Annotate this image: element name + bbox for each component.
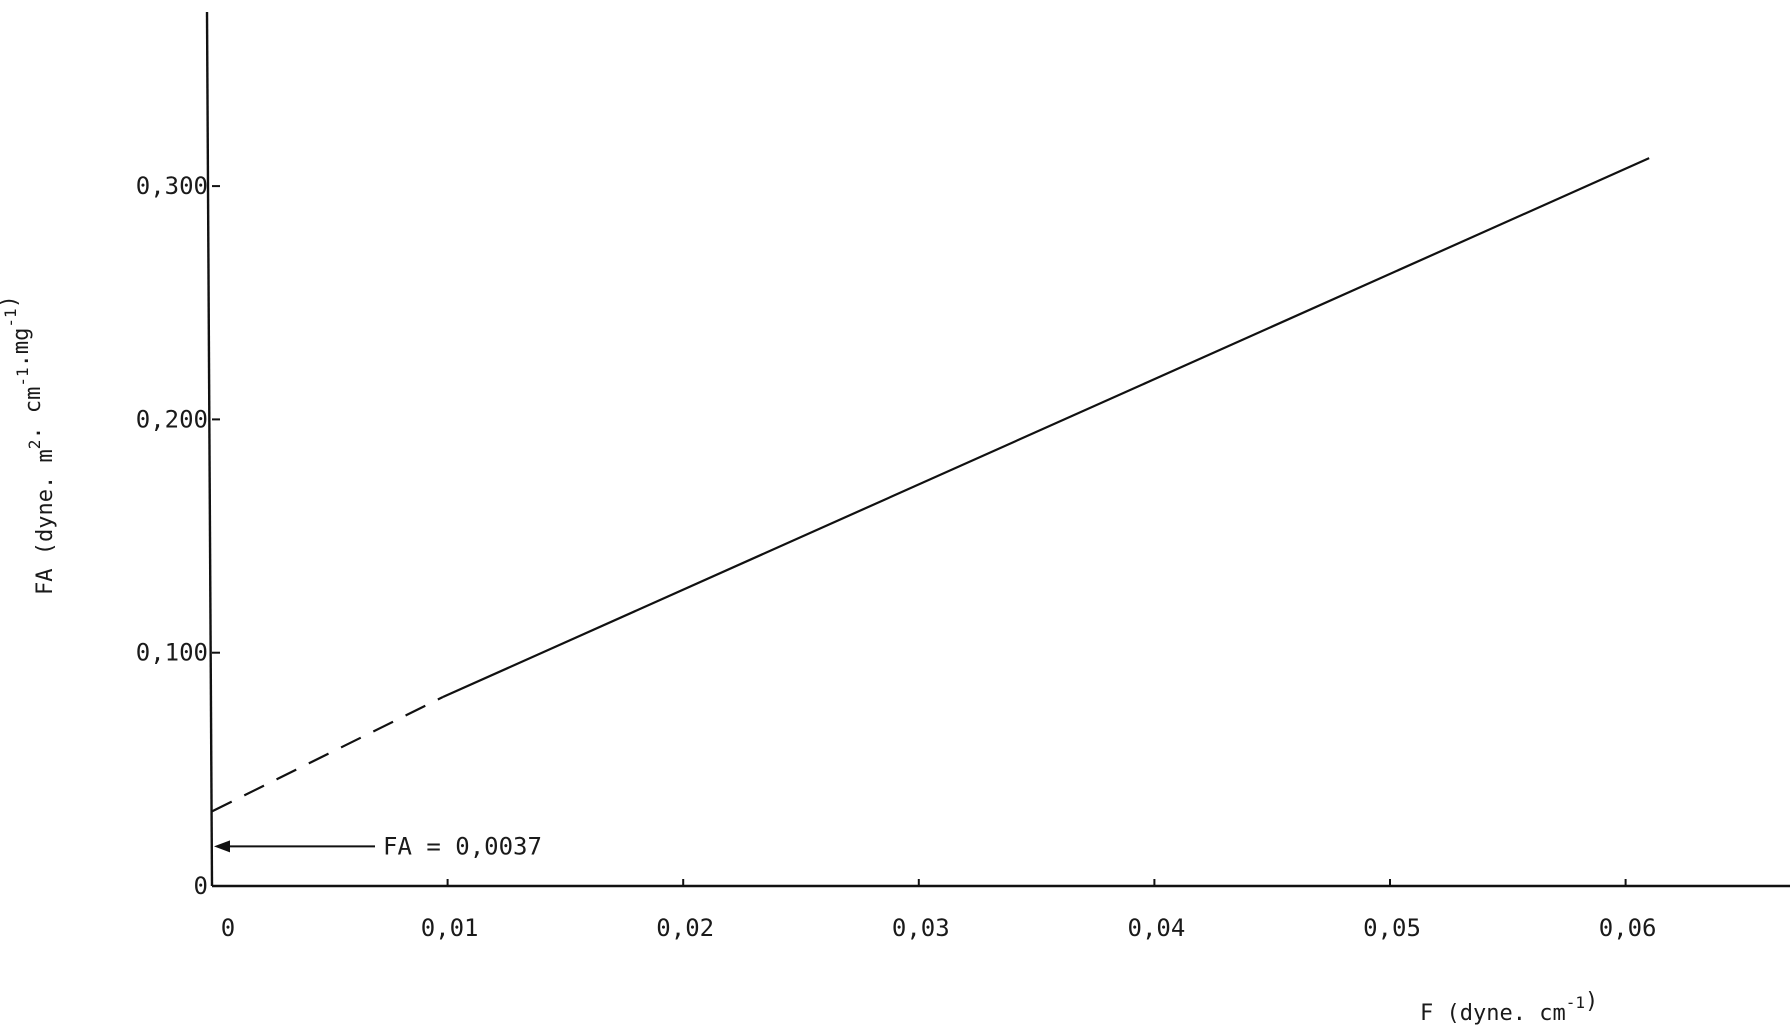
axis-title-segment: . cm [21,387,46,440]
y-tick-label: 0,200 [136,405,208,433]
x-tick-label: 0,05 [1363,914,1421,942]
axis-title-superscript: 2 [25,440,44,450]
x-tick-label: 0,03 [892,914,950,942]
y-tick-label: 0 [194,872,208,900]
axis-title-superscript: -1 [13,367,32,386]
axis-title-superscript: -1 [1566,993,1585,1012]
plot-series [211,157,1650,813]
y-tick-label: 0,300 [136,172,208,200]
annotation-arrowhead [214,840,230,853]
axis-title-segment: ) [0,295,22,308]
annotations: FA = 0,0037 [214,832,542,860]
extrapolated-line [211,696,444,813]
axis-title-segment: .mg [9,328,34,368]
y-axis-ticks: 0 0,100 0,200 0,300 [136,172,220,900]
y-axis-title: FA (dyne. m2. cm-1.mg-1) [0,295,58,595]
x-axis-title: F (dyne. cm-1) [1420,989,1598,1026]
axes [205,11,1790,888]
x-tick-label: 0,01 [421,914,479,942]
axis-title-segment: F (dyne. cm [1420,1001,1566,1026]
x-tick-label: 0,04 [1128,914,1186,942]
axis-title-segment: ) [1585,989,1598,1014]
x-tick-label: 0 [221,914,235,942]
annotation-label: FA = 0,0037 [383,832,542,860]
y-tick-label: 0,100 [136,639,208,667]
fit-line [442,157,1650,699]
axis-title-superscript: -1 [1,308,20,327]
x-axis-ticks: 0 0,01 0,02 0,03 0,04 0,05 0,06 [221,879,1657,942]
x-tick-label: 0,06 [1599,914,1657,942]
y-axis-line [205,11,214,887]
axis-title-segment: FA (dyne. m [33,449,58,595]
x-tick-label: 0,02 [656,914,714,942]
